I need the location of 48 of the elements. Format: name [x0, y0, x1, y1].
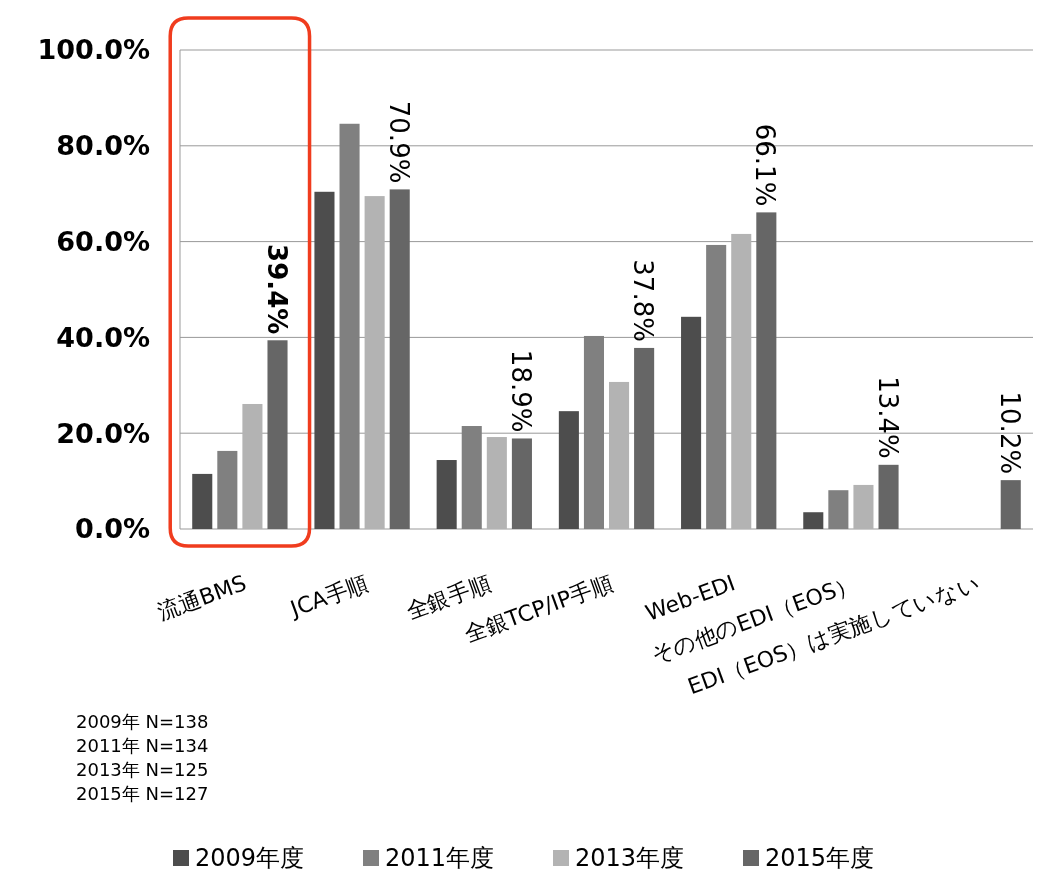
- bar: [706, 244, 727, 529]
- bar: [756, 212, 777, 529]
- legend-label: 2013年度: [575, 844, 685, 872]
- text: 2011年 N=134: [76, 735, 209, 756]
- bar: [364, 196, 385, 529]
- y-tick-label: 100.0%: [37, 34, 150, 66]
- bar: [242, 403, 263, 529]
- y-tick-label: 80.0%: [56, 130, 150, 162]
- bar: [878, 464, 899, 529]
- bar: [461, 426, 482, 529]
- bar: [803, 512, 824, 529]
- text: 2009年 N=138: [76, 711, 209, 732]
- bar: [192, 473, 213, 529]
- legend-label: 2015年度: [765, 844, 875, 872]
- bar: [828, 490, 849, 529]
- bar: [511, 438, 532, 529]
- bar: [853, 484, 874, 529]
- y-tick-label: 60.0%: [56, 226, 150, 258]
- y-tick-label: 0.0%: [75, 513, 150, 545]
- bar: [1000, 480, 1021, 529]
- data-label: 10.2%: [994, 391, 1025, 475]
- bar: [314, 191, 335, 529]
- data-label: 39.4%: [261, 244, 292, 335]
- bar: [389, 189, 410, 529]
- legend-label: 2011年度: [385, 844, 495, 872]
- bar: [267, 340, 288, 529]
- x-tick-label: JCA手順: [285, 570, 372, 623]
- bar: [339, 123, 360, 529]
- data-label: 37.8%: [628, 259, 659, 342]
- y-tick-label: 40.0%: [56, 321, 150, 353]
- text: 2013年 N=125: [76, 759, 209, 780]
- data-label: 13.4%: [872, 376, 903, 459]
- bar: [681, 316, 702, 529]
- bar: [634, 347, 655, 529]
- data-label: 70.9%: [383, 100, 414, 184]
- bar: [609, 381, 630, 529]
- bar: [217, 450, 238, 529]
- bar: [558, 411, 579, 529]
- y-tick-label: 20.0%: [56, 417, 150, 449]
- data-label: 18.9%: [505, 349, 536, 433]
- legend-label: 2009年度: [195, 844, 305, 872]
- bar: [583, 335, 604, 529]
- bar: [731, 233, 752, 529]
- x-tick-label: 流通BMS: [154, 570, 250, 626]
- bar: [486, 437, 507, 529]
- bar: [436, 460, 457, 529]
- text: 2015年 N=127: [76, 783, 209, 804]
- data-label: 66.1%: [750, 123, 781, 207]
